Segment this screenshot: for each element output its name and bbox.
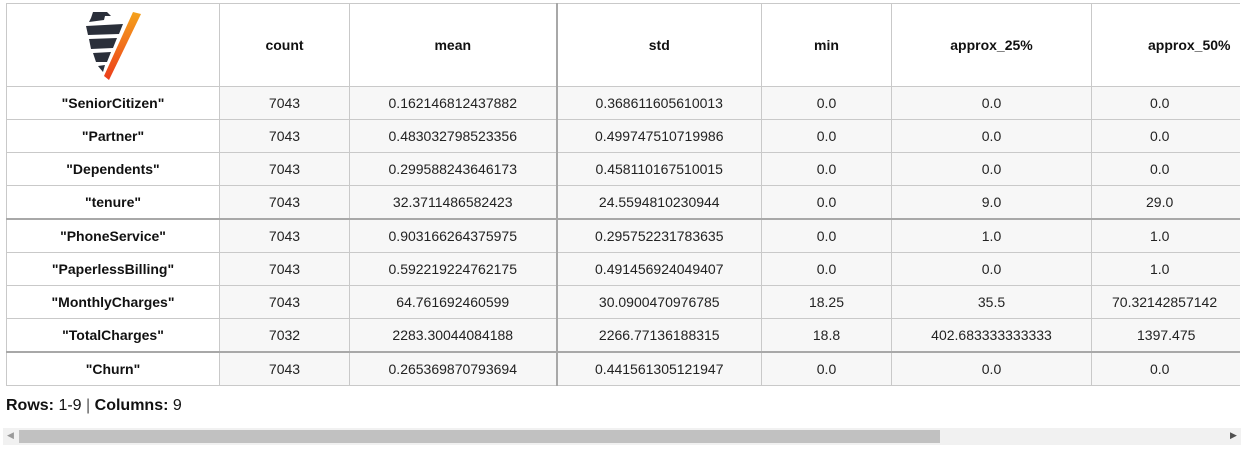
cell-approx-50: 0.0 [1091, 152, 1240, 186]
vaex-logo-icon [86, 12, 141, 80]
cell-std: 0.368611605610013 [556, 86, 762, 120]
header-row: count mean std min approx_25% approx_50% [6, 3, 1240, 87]
cell-approx-50: 1397.475 [1091, 318, 1240, 353]
cell-min: 0.0 [761, 86, 892, 120]
cell-mean: 0.265369870793694 [349, 351, 558, 386]
scroll-right-icon[interactable]: ▶ [1230, 431, 1237, 441]
table-row: "SeniorCitizen" 7043 0.162146812437882 0… [6, 86, 1240, 120]
cell-std: 24.5594810230944 [556, 185, 762, 220]
row-label: "PhoneService" [6, 218, 220, 253]
cell-approx-50: 0.0 [1091, 119, 1240, 153]
table-summary: Rows: 1-9 | Columns: 9 [6, 397, 182, 415]
cell-std: 0.491456924049407 [556, 252, 762, 286]
cell-count: 7043 [219, 218, 350, 253]
cell-approx-25: 0.0 [891, 86, 1092, 120]
logo-cell [6, 3, 220, 87]
cell-approx-25: 35.5 [891, 285, 1092, 319]
cell-std: 0.499747510719986 [556, 119, 762, 153]
table-row: "MonthlyCharges" 7043 64.761692460599 30… [6, 285, 1240, 319]
cell-mean: 0.299588243646173 [349, 152, 558, 186]
row-label: "Partner" [6, 119, 220, 153]
row-label: "MonthlyCharges" [6, 285, 220, 319]
rows-label: Rows: [6, 397, 54, 414]
cell-std: 0.441561305121947 [556, 351, 762, 386]
cell-mean: 64.761692460599 [349, 285, 558, 319]
cell-min: 0.0 [761, 185, 892, 220]
scroll-left-icon[interactable]: ◀ [7, 431, 14, 441]
columns-label: Columns: [94, 397, 169, 414]
table-row: "PhoneService" 7043 0.903166264375975 0.… [6, 218, 1240, 253]
cell-mean: 0.592219224762175 [349, 252, 558, 286]
cell-approx-50: 0.0 [1091, 86, 1240, 120]
cell-min: 0.0 [761, 119, 892, 153]
cell-count: 7043 [219, 86, 350, 120]
cell-mean: 32.3711486582423 [349, 185, 558, 220]
cell-approx-25: 0.0 [891, 152, 1092, 186]
cell-min: 0.0 [761, 351, 892, 386]
cell-count: 7043 [219, 185, 350, 220]
row-label: "Churn" [6, 351, 220, 386]
describe-table: count mean std min approx_25% approx_50%… [6, 3, 1240, 386]
table-viewport: count mean std min approx_25% approx_50%… [6, 3, 1240, 387]
column-header-std: std [556, 3, 762, 87]
table-row: "tenure" 7043 32.3711486582423 24.559481… [6, 185, 1240, 220]
column-header-approx-50: approx_50% [1091, 3, 1240, 87]
cell-mean: 0.903166264375975 [349, 218, 558, 253]
cell-min: 0.0 [761, 218, 892, 253]
table-row: "Partner" 7043 0.483032798523356 0.49974… [6, 119, 1240, 153]
right-edge [1240, 0, 1251, 390]
cell-std: 2266.77136188315 [556, 318, 762, 353]
cell-mean: 2283.30044084188 [349, 318, 558, 353]
cell-approx-25: 9.0 [891, 185, 1092, 220]
table-row: "Dependents" 7043 0.299588243646173 0.45… [6, 152, 1240, 186]
cell-count: 7043 [219, 351, 350, 386]
cell-mean: 0.483032798523356 [349, 119, 558, 153]
column-header-mean: mean [349, 3, 558, 87]
cell-count: 7043 [219, 119, 350, 153]
cell-approx-25: 0.0 [891, 119, 1092, 153]
cell-approx-50: 1.0 [1091, 252, 1240, 286]
cell-approx-50: 1.0 [1091, 218, 1240, 253]
cell-approx-25: 1.0 [891, 218, 1092, 253]
row-label: "tenure" [6, 185, 220, 220]
columns-value: 9 [172, 397, 182, 414]
row-label: "SeniorCitizen" [6, 86, 220, 120]
cell-min: 0.0 [761, 152, 892, 186]
cell-approx-50: 70.32142857142 [1091, 285, 1240, 319]
cell-mean: 0.162146812437882 [349, 86, 558, 120]
cell-std: 0.295752231783635 [556, 218, 762, 253]
cell-approx-25: 0.0 [891, 252, 1092, 286]
column-header-approx-25: approx_25% [891, 3, 1092, 87]
row-label: "Dependents" [6, 152, 220, 186]
table-row: "Churn" 7043 0.265369870793694 0.4415613… [6, 351, 1240, 386]
cell-count: 7043 [219, 152, 350, 186]
table-row: "TotalCharges" 7032 2283.30044084188 226… [6, 318, 1240, 353]
cell-approx-25: 0.0 [891, 351, 1092, 386]
cell-min: 18.8 [761, 318, 892, 353]
cell-std: 30.0900470976785 [556, 285, 762, 319]
cell-approx-25: 402.683333333333 [891, 318, 1092, 353]
cell-count: 7032 [219, 318, 350, 353]
horizontal-scrollbar[interactable]: ◀ ▶ [3, 428, 1241, 445]
column-header-min: min [761, 3, 892, 87]
cell-approx-50: 29.0 [1091, 185, 1240, 220]
scrollbar-thumb[interactable] [19, 430, 940, 443]
rows-value: 1-9 [58, 397, 82, 414]
cell-count: 7043 [219, 252, 350, 286]
column-header-count: count [219, 3, 350, 87]
row-label: "PaperlessBilling" [6, 252, 220, 286]
summary-separator: | [86, 397, 91, 414]
row-label: "TotalCharges" [6, 318, 220, 353]
cell-count: 7043 [219, 285, 350, 319]
cell-std: 0.458110167510015 [556, 152, 762, 186]
table-row: "PaperlessBilling" 7043 0.59221922476217… [6, 252, 1240, 286]
cell-min: 0.0 [761, 252, 892, 286]
cell-min: 18.25 [761, 285, 892, 319]
cell-approx-50: 0.0 [1091, 351, 1240, 386]
